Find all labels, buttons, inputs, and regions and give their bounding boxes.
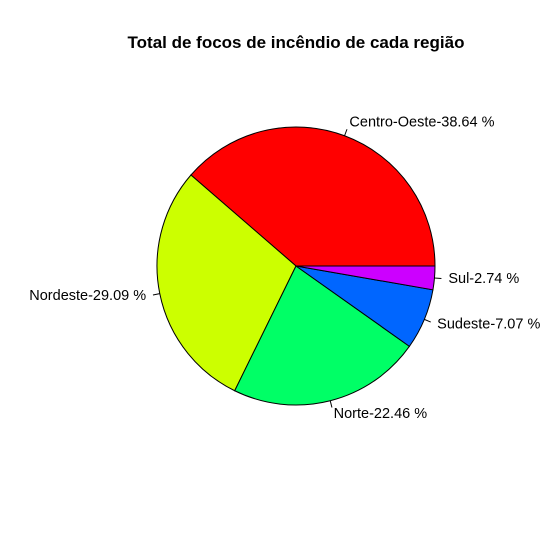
leader-line-sul xyxy=(434,277,442,280)
slice-label-sudeste: Sudeste-7.07 % xyxy=(437,317,540,333)
leader-line-norte xyxy=(329,400,333,408)
slice-label-sul: Sul-2.74 % xyxy=(448,271,519,287)
pie-slice-centro-oeste xyxy=(190,126,436,267)
slice-labels: Centro-Oeste-38.64 % Nordeste-29.09 % Nort… xyxy=(29,115,540,422)
chart-title: Total de focos de incêndio de cada regiã… xyxy=(128,33,465,52)
pie-slice-norte xyxy=(234,265,411,406)
pie-slice-sul xyxy=(295,265,436,291)
slice-label-centro-oeste: Centro-Oeste-38.64 % xyxy=(349,115,494,131)
leader-line-centro-oeste xyxy=(344,129,348,136)
slice-label-nordeste: Nordeste-29.09 % xyxy=(29,288,146,304)
pie-slice-nordeste xyxy=(156,174,297,392)
pie-slices xyxy=(156,126,436,406)
leader-line-nordeste xyxy=(152,293,160,296)
slice-label-norte: Norte-22.46 % xyxy=(334,406,428,422)
leader-line-sudeste xyxy=(424,318,431,323)
